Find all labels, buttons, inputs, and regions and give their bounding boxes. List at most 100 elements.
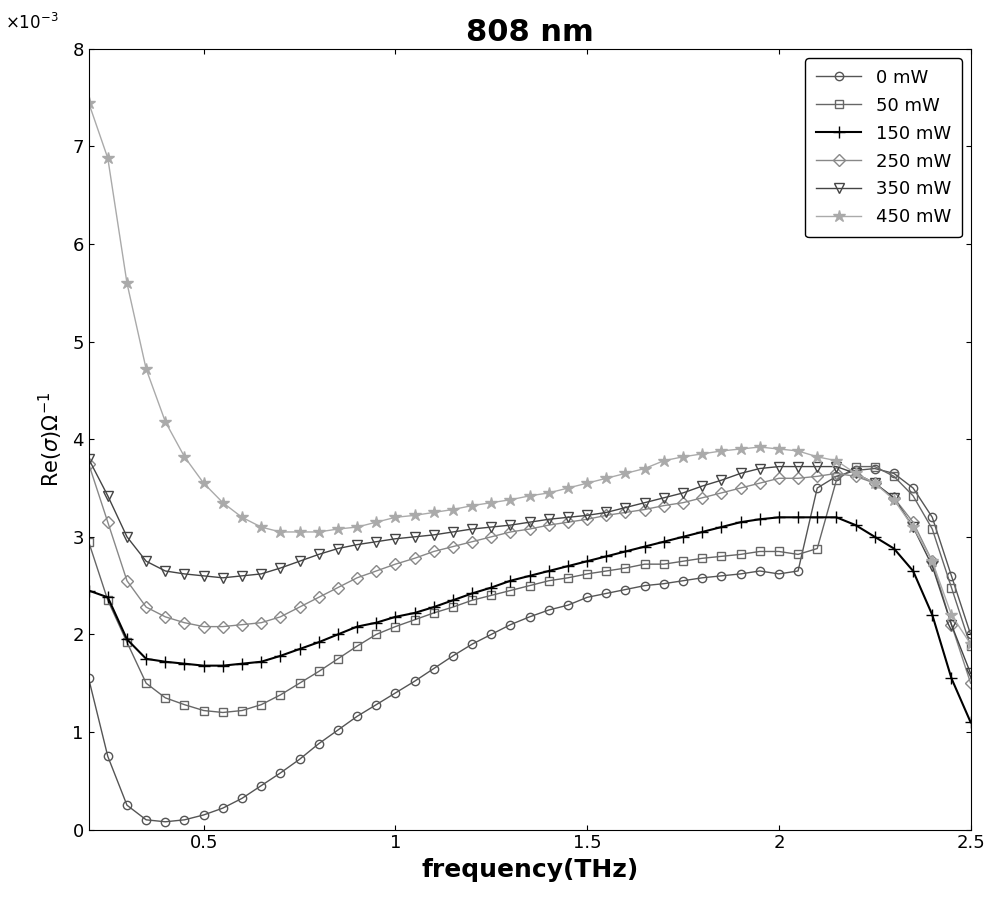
250 mW — [294, 602, 306, 613]
450 mW — [370, 517, 382, 527]
50 mW — [696, 553, 708, 563]
50 mW — [351, 640, 363, 651]
150 mW — [332, 629, 344, 640]
250 mW — [504, 527, 516, 537]
350 mW — [811, 461, 823, 472]
250 mW — [735, 483, 747, 493]
350 mW — [83, 453, 95, 464]
350 mW — [754, 463, 766, 474]
450 mW — [600, 473, 612, 483]
250 mW — [332, 582, 344, 593]
150 mW — [639, 541, 651, 552]
150 mW — [907, 566, 919, 577]
50 mW — [600, 566, 612, 577]
450 mW — [217, 497, 229, 508]
450 mW — [754, 441, 766, 452]
250 mW — [370, 566, 382, 577]
350 mW — [907, 522, 919, 533]
0 mW — [159, 816, 171, 827]
350 mW — [236, 570, 248, 581]
50 mW — [677, 556, 689, 567]
150 mW — [447, 595, 459, 605]
250 mW — [159, 612, 171, 623]
250 mW — [888, 492, 900, 503]
350 mW — [428, 529, 440, 540]
0 mW — [178, 814, 190, 825]
150 mW — [773, 512, 785, 523]
250 mW — [102, 517, 114, 527]
150 mW — [83, 585, 95, 596]
250 mW — [313, 592, 325, 603]
50 mW — [294, 678, 306, 689]
150 mW — [735, 517, 747, 527]
450 mW — [735, 444, 747, 455]
50 mW — [83, 536, 95, 547]
0 mW — [466, 639, 478, 649]
350 mW — [524, 517, 536, 527]
0 mW — [735, 569, 747, 579]
250 mW — [562, 517, 574, 527]
0 mW — [677, 575, 689, 586]
50 mW — [639, 559, 651, 570]
0 mW — [389, 688, 401, 699]
50 mW — [869, 461, 881, 472]
250 mW — [850, 471, 862, 482]
0 mW — [543, 605, 555, 615]
50 mW — [485, 590, 497, 601]
150 mW — [466, 588, 478, 599]
350 mW — [850, 468, 862, 479]
150 mW — [236, 658, 248, 669]
250 mW — [639, 504, 651, 515]
150 mW — [619, 546, 631, 557]
350 mW — [370, 536, 382, 547]
250 mW — [965, 678, 977, 689]
250 mW — [178, 617, 190, 628]
250 mW — [792, 473, 804, 483]
250 mW — [677, 497, 689, 508]
350 mW — [409, 531, 421, 542]
150 mW — [888, 544, 900, 554]
350 mW — [677, 488, 689, 499]
350 mW — [581, 510, 593, 521]
150 mW — [217, 660, 229, 671]
450 mW — [466, 501, 478, 511]
350 mW — [600, 507, 612, 518]
450 mW — [677, 451, 689, 462]
250 mW — [543, 519, 555, 530]
150 mW — [198, 660, 210, 671]
450 mW — [543, 488, 555, 499]
150 mW — [696, 527, 708, 537]
0 mW — [773, 569, 785, 579]
0 mW — [869, 463, 881, 474]
50 mW — [965, 640, 977, 651]
0 mW — [428, 663, 440, 674]
150 mW — [178, 658, 190, 669]
450 mW — [715, 446, 727, 457]
150 mW — [524, 570, 536, 581]
0 mW — [274, 768, 286, 779]
Line: 50 mW: 50 mW — [84, 463, 975, 717]
250 mW — [485, 531, 497, 542]
250 mW — [754, 478, 766, 489]
350 mW — [965, 668, 977, 679]
450 mW — [236, 512, 248, 523]
350 mW — [869, 478, 881, 489]
450 mW — [294, 527, 306, 537]
250 mW — [869, 478, 881, 489]
0 mW — [926, 512, 938, 523]
250 mW — [389, 559, 401, 570]
50 mW — [581, 569, 593, 579]
350 mW — [658, 492, 670, 503]
0 mW — [217, 803, 229, 814]
450 mW — [83, 97, 95, 108]
50 mW — [217, 707, 229, 718]
0 mW — [581, 592, 593, 603]
250 mW — [140, 602, 152, 613]
0 mW — [83, 673, 95, 684]
50 mW — [773, 546, 785, 557]
150 mW — [811, 512, 823, 523]
450 mW — [389, 512, 401, 523]
150 mW — [102, 592, 114, 603]
450 mW — [639, 463, 651, 474]
450 mW — [926, 556, 938, 567]
